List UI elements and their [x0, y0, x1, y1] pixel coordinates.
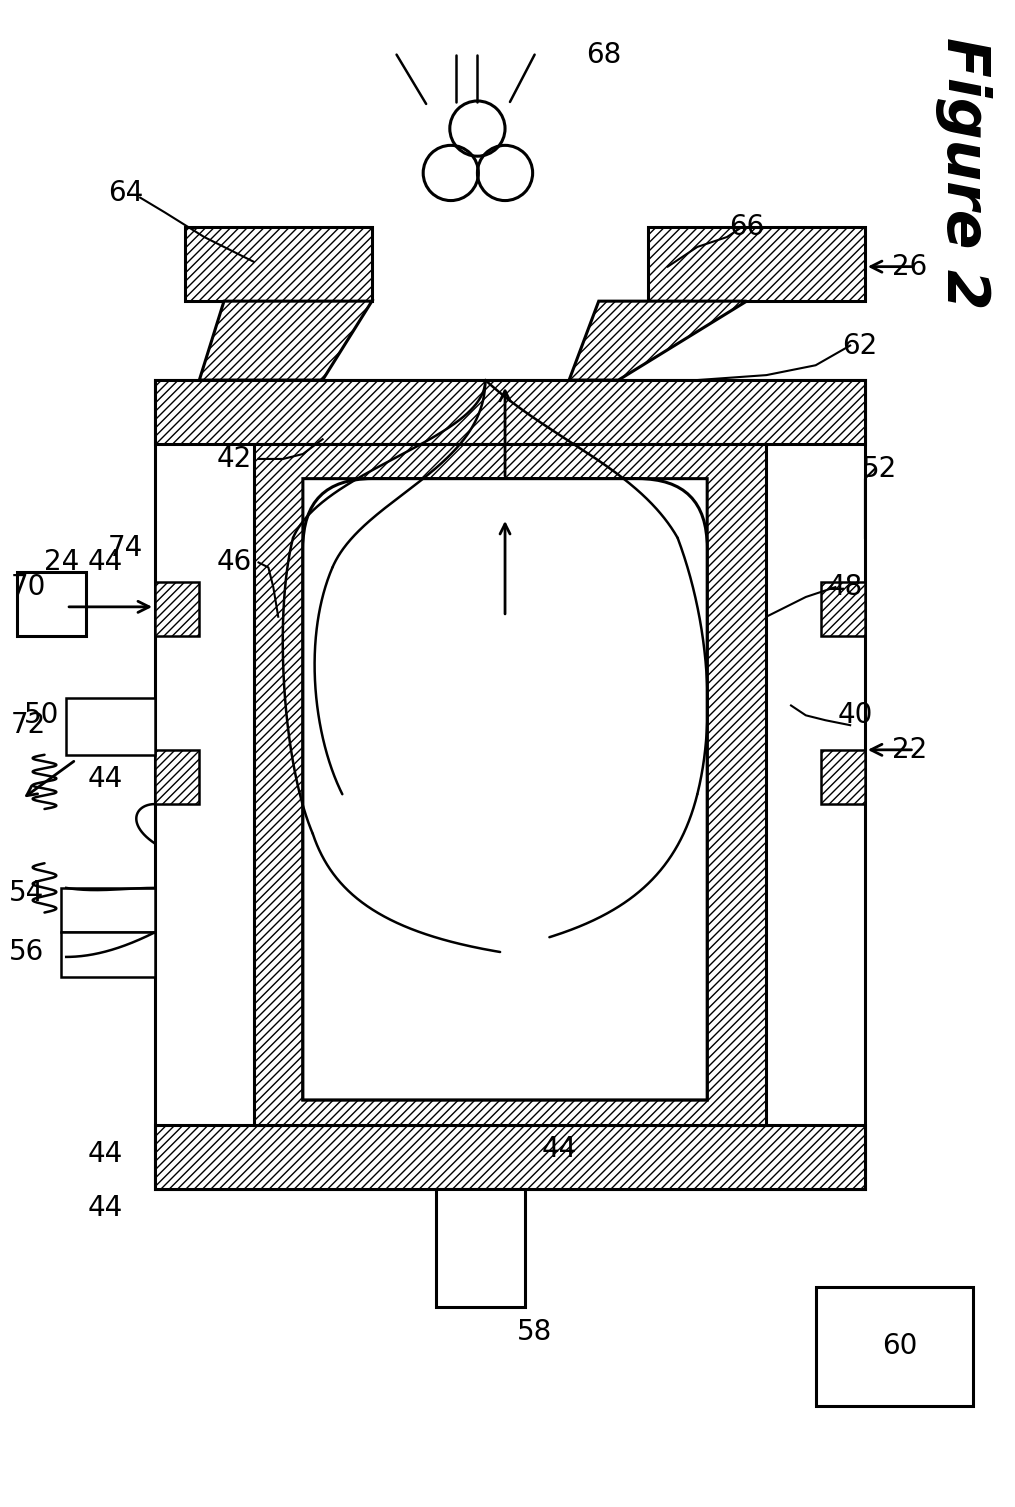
Bar [155, 380, 865, 445]
FancyBboxPatch shape [302, 479, 707, 1100]
Text: 44: 44 [88, 1141, 123, 1168]
Text: 40: 40 [837, 701, 873, 729]
PathPatch shape [302, 479, 707, 1100]
Bar [155, 380, 865, 1189]
Polygon shape [199, 301, 371, 380]
Bar [816, 1287, 973, 1406]
Bar [820, 750, 865, 805]
Bar [155, 1124, 865, 1189]
Text: 58: 58 [517, 1317, 552, 1346]
Text: 70: 70 [11, 573, 47, 601]
Text: 60: 60 [882, 1332, 918, 1361]
Text: 72: 72 [11, 711, 47, 740]
Text: 54: 54 [9, 879, 45, 907]
Bar [254, 445, 766, 1124]
Text: 22: 22 [892, 735, 927, 764]
Text: 44: 44 [542, 1135, 577, 1163]
Text: 52: 52 [862, 455, 897, 482]
Bar [17, 573, 86, 636]
Text: 26: 26 [892, 253, 927, 280]
Bar [155, 750, 199, 805]
Text: 66: 66 [729, 212, 764, 241]
Bar [185, 228, 371, 301]
Text: 64: 64 [108, 179, 143, 206]
Bar [66, 698, 155, 755]
Bar [61, 888, 155, 933]
Bar [820, 582, 865, 636]
Text: 48: 48 [827, 573, 863, 601]
Polygon shape [569, 301, 747, 380]
Text: 24: 24 [44, 549, 79, 577]
Text: 74: 74 [108, 533, 143, 562]
Text: 46: 46 [216, 549, 252, 577]
Text: Figure 2: Figure 2 [935, 36, 992, 309]
Text: 62: 62 [842, 332, 878, 360]
Bar [61, 933, 155, 977]
Bar [648, 228, 865, 301]
Text: 42: 42 [216, 445, 252, 473]
Text: 44: 44 [88, 1195, 123, 1222]
Text: 44: 44 [88, 549, 123, 577]
Text: 68: 68 [586, 41, 621, 69]
Bar [155, 582, 199, 636]
Text: 56: 56 [9, 937, 45, 966]
Text: 44: 44 [88, 766, 123, 793]
Bar [436, 1189, 525, 1307]
Text: 50: 50 [24, 701, 59, 729]
